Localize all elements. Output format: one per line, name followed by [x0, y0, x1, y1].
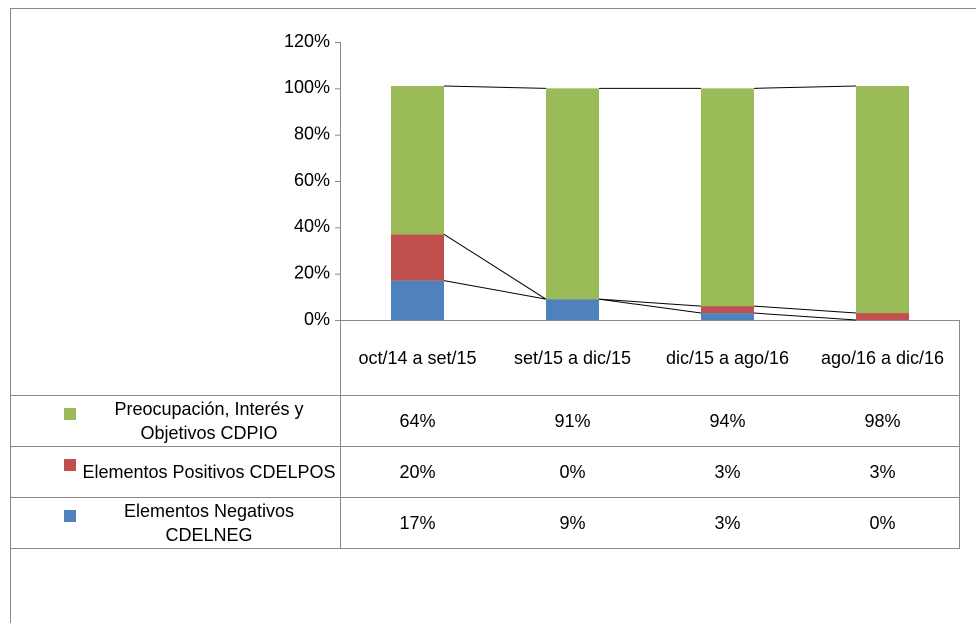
- bar-segment: [701, 313, 754, 320]
- legend-swatch: [64, 459, 76, 471]
- bar-segment: [391, 280, 444, 320]
- series-line: [598, 298, 702, 307]
- series-line: [753, 305, 857, 314]
- bar-segment: [701, 88, 754, 307]
- table-cell: 17%: [399, 512, 436, 533]
- x-tick-label: ago/16 a dic/16: [820, 347, 945, 368]
- bar-segment: [546, 299, 599, 320]
- legend-swatch: [64, 510, 76, 522]
- table-cell: 0%: [559, 461, 586, 482]
- bar-segment: [391, 234, 444, 281]
- bar-segment: [701, 306, 754, 314]
- table-cell: 94%: [709, 410, 746, 431]
- table-cell: 20%: [399, 461, 436, 482]
- y-tick-label: 80%: [294, 123, 330, 143]
- x-tick-label: dic/15 a ago/16: [665, 347, 790, 368]
- series-line: [443, 280, 547, 300]
- table-cell: 3%: [714, 461, 741, 482]
- bar-segment: [546, 88, 599, 300]
- table-cell: 64%: [399, 410, 436, 431]
- x-tick-label: oct/14 a set/15: [358, 347, 477, 368]
- table-cell: 3%: [714, 512, 741, 533]
- series-line: [598, 298, 702, 314]
- table-cell: 0%: [869, 512, 896, 533]
- legend-swatch: [64, 408, 76, 420]
- bar-segment: [856, 313, 909, 320]
- legend-label: Elementos Positivos CDELPOS: [82, 461, 336, 482]
- y-tick-label: 120%: [284, 31, 330, 51]
- y-tick-label: 60%: [294, 170, 330, 190]
- y-tick-label: 20%: [294, 262, 330, 282]
- y-tick-label: 0%: [304, 309, 330, 329]
- table-cell: 98%: [864, 410, 901, 431]
- frame: [10, 8, 976, 623]
- legend-label: Elementos Negativos CDELNEG: [123, 500, 295, 545]
- table-cell: 3%: [869, 461, 896, 482]
- bar-segment: [391, 86, 444, 235]
- series-line: [753, 312, 857, 321]
- series-line: [753, 85, 857, 89]
- legend-label: Preocupación, Interés y Objetivos CDPIO: [114, 398, 304, 443]
- y-tick-label: 40%: [294, 216, 330, 236]
- series-line: [443, 233, 547, 300]
- table-cell: 9%: [559, 512, 586, 533]
- bar-segment: [856, 86, 909, 314]
- table-cell: 91%: [554, 410, 591, 431]
- series-line: [443, 85, 547, 89]
- y-tick-label: 100%: [284, 77, 330, 97]
- x-tick-label: set/15 a dic/15: [513, 347, 632, 368]
